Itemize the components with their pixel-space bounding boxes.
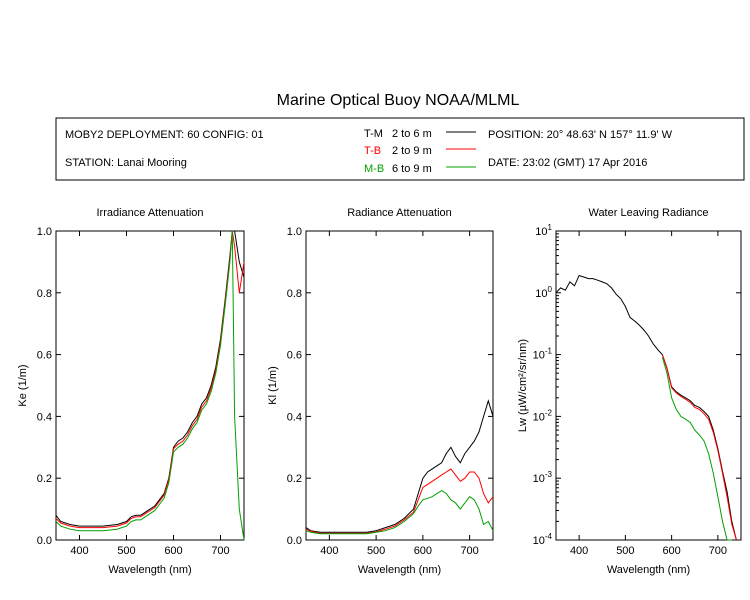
series-line-m-b [55, 230, 245, 541]
x-axis-label: Wavelength (nm) [358, 564, 441, 576]
x-tick-label: 500 [367, 545, 385, 557]
x-tick-label: 600 [414, 545, 432, 557]
y-tick-label: 10-2 [533, 408, 553, 423]
x-tick-label: 700 [211, 545, 229, 557]
chart-panel-2: Radiance Attenuation 400 500 600 700 0.0 0.2 0.… [267, 207, 494, 576]
date-text: DATE: 23:02 (GMT) 17 Apr 2016 [488, 157, 647, 169]
figure-title: Marine Optical Buoy NOAA/MLML [277, 92, 520, 109]
chart-title: Irradiance Attenuation [96, 207, 203, 219]
legend: T-M 2 to 6 m T-B 2 to 9 m M-B 6 to 9 m [364, 128, 476, 175]
station-text: STATION: Lanai Mooring [65, 157, 187, 169]
y-axis-label: Ke (1/m) [17, 364, 29, 406]
legend-range-t-m: 2 to 6 m [392, 128, 432, 140]
plot-frame [555, 230, 742, 541]
chart-title: Water Leaving Radiance [588, 207, 708, 219]
y-tick-label: 10-4 [533, 532, 553, 547]
x-tick-label: 400 [320, 545, 338, 557]
series-line-t-b [305, 468, 494, 534]
header-box [55, 117, 745, 181]
y-tick-label: 100 [535, 285, 552, 300]
y-tick-label: 10-3 [533, 470, 553, 485]
x-tick-label: 400 [70, 545, 88, 557]
x-tick-label: 600 [164, 545, 182, 557]
x-tick-label: 500 [616, 545, 634, 557]
chart-panels: Irradiance Attenuation 400 500 600 700 0.0 0.2… [17, 207, 742, 576]
y-tick-label: 10-1 [533, 347, 553, 362]
series-line-t-m [305, 399, 494, 533]
y-tick-label: 1.0 [37, 226, 52, 238]
legend-range-t-b: 2 to 9 m [392, 145, 432, 157]
plot-frame [55, 230, 245, 541]
x-axis-label: Wavelength (nm) [607, 564, 690, 576]
y-tick-label: 101 [535, 223, 552, 238]
y-tick-label: 0.4 [287, 411, 302, 423]
x-tick-label: 700 [709, 545, 727, 557]
y-tick-label: 0.0 [287, 535, 302, 547]
series-line-m-b [305, 490, 494, 535]
y-tick-label: 0.8 [287, 288, 302, 300]
y-tick-label: 0.0 [37, 535, 52, 547]
chart-title: Radiance Attenuation [347, 207, 452, 219]
x-tick-label: 400 [570, 545, 588, 557]
y-tick-label: 0.4 [37, 411, 52, 423]
series-line-t-b [661, 354, 737, 541]
y-tick-label: 0.6 [37, 350, 52, 362]
series-line-t-m [555, 274, 737, 541]
series-line-t-b [55, 230, 245, 529]
y-axis-label: Lw (µW/cm²/sr/nm) [517, 339, 529, 432]
y-axis-label: Kl (1/m) [267, 366, 279, 405]
series-line-m-b [661, 357, 732, 541]
legend-key-m-b: M-B [364, 163, 384, 175]
y-tick-label: 0.2 [287, 473, 302, 485]
plot-frame [305, 230, 494, 541]
x-axis-label: Wavelength (nm) [108, 564, 191, 576]
y-tick-label: 0.6 [287, 350, 302, 362]
chart-panel-1: Irradiance Attenuation 400 500 600 700 0.0 0.2… [17, 207, 245, 576]
x-tick-label: 600 [662, 545, 680, 557]
x-tick-label: 700 [460, 545, 478, 557]
legend-key-t-m: T-M [364, 128, 383, 140]
deployment-text: MOBY2 DEPLOYMENT: 60 CONFIG: 01 [65, 129, 264, 141]
y-tick-label: 1.0 [287, 226, 302, 238]
y-tick-label: 0.2 [37, 473, 52, 485]
series-line-t-m [55, 230, 245, 527]
legend-range-m-b: 6 to 9 m [392, 163, 432, 175]
y-tick-label: 0.8 [37, 288, 52, 300]
chart-panel-3: Water Leaving Radiance 400 500 600 700 10-4 10… [517, 207, 742, 576]
position-text: POSITION: 20° 48.63' N 157° 11.9' W [488, 129, 673, 141]
x-tick-label: 500 [117, 545, 135, 557]
legend-key-t-b: T-B [364, 145, 381, 157]
